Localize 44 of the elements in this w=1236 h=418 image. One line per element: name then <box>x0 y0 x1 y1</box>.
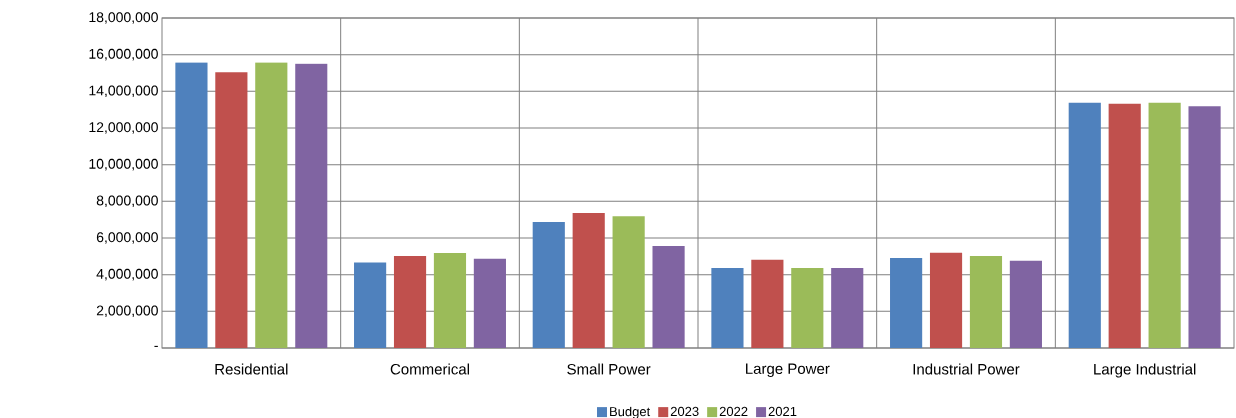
y-tick-label: 12,000,000 <box>89 122 158 134</box>
bar <box>572 213 605 348</box>
bar <box>791 268 824 348</box>
bar <box>969 255 1003 348</box>
bar <box>433 253 467 348</box>
x-tick-label: Small Power <box>567 363 651 375</box>
bar <box>652 246 685 348</box>
y-tick-label: - <box>154 345 158 347</box>
bar <box>929 252 963 348</box>
y-tick-label: 8,000,000 <box>96 195 158 208</box>
bar <box>532 222 565 348</box>
y-tick-label: 4,000,000 <box>96 268 158 281</box>
bar <box>612 216 645 348</box>
y-tick-label: 2,000,000 <box>96 305 158 318</box>
y-tick-label: 18,000,000 <box>89 12 158 24</box>
legend-label: 2022 <box>719 406 748 417</box>
bar <box>1068 102 1101 348</box>
bar <box>175 62 208 348</box>
bar <box>890 257 923 348</box>
legend-label: 2021 <box>768 406 797 417</box>
bar <box>354 262 387 348</box>
bar <box>751 259 784 348</box>
x-tick-label: Large Industrial <box>1094 363 1196 378</box>
bar <box>393 255 427 348</box>
bar <box>473 258 506 348</box>
x-tick-label: Commerical <box>390 363 469 375</box>
legend-label: 2023 <box>670 406 699 417</box>
legend-label: Budget <box>610 406 651 418</box>
x-tick-label: Large Power <box>746 363 830 377</box>
bar <box>711 268 744 348</box>
x-tick-label: Residential <box>215 363 288 375</box>
bar <box>215 72 248 348</box>
x-tick-label: Industrial Power <box>913 363 1020 375</box>
y-tick-label: 16,000,000 <box>89 48 158 61</box>
bar <box>1188 106 1221 348</box>
y-tick-label: 10,000,000 <box>89 158 158 171</box>
bar <box>295 63 328 348</box>
bar <box>1009 260 1042 348</box>
bar <box>1108 103 1141 348</box>
bar <box>1148 102 1181 348</box>
y-tick-label: 6,000,000 <box>96 232 158 244</box>
bar <box>831 268 864 348</box>
y-tick-label: 14,000,000 <box>89 85 158 98</box>
bar <box>255 62 288 348</box>
